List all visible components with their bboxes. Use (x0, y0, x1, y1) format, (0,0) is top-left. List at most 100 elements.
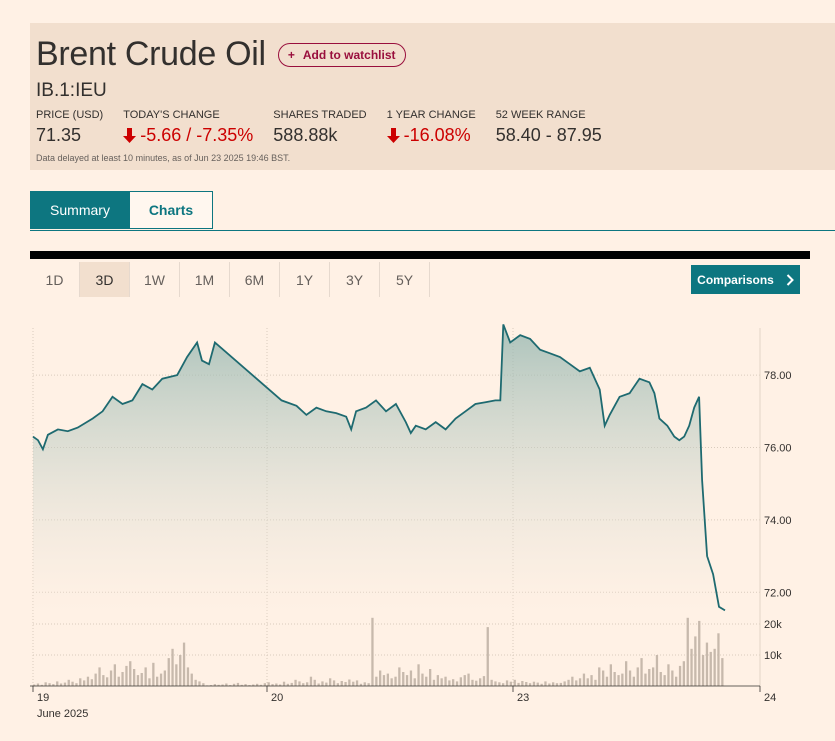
volume-bar (467, 673, 470, 686)
volume-bar (528, 683, 532, 686)
volume-bar (567, 679, 570, 686)
volume-bar (513, 679, 516, 686)
price-tick-label: 74.00 (764, 515, 792, 527)
volume-bar (663, 675, 666, 686)
volume-bar (213, 684, 216, 686)
volume-bar (267, 682, 270, 686)
volume-bar (698, 620, 701, 686)
volume-bar (532, 681, 536, 686)
range-6m[interactable]: 6M (230, 262, 280, 297)
tab-bar: Summary Charts (30, 191, 213, 229)
comparisons-button[interactable]: Comparisons (691, 265, 800, 294)
range-selector: 1D 3D 1W 1M 6M 1Y 3Y 5Y (30, 262, 430, 297)
volume-bar (321, 681, 324, 686)
range-1m[interactable]: 1M (180, 262, 230, 297)
volume-bar (394, 676, 397, 686)
volume-bar (440, 678, 443, 687)
volume-bar (294, 679, 297, 686)
tab-summary[interactable]: Summary (30, 191, 130, 229)
volume-bar (621, 673, 624, 686)
range-5y[interactable]: 5Y (380, 262, 430, 297)
stat-change-label: TODAY'S CHANGE (123, 109, 220, 121)
stat-52-week-range-label: 52 WEEK RANGE (495, 109, 586, 121)
volume-bar (109, 670, 113, 686)
volume-bar (44, 682, 47, 686)
volume-bar (152, 662, 155, 687)
volume-bar (240, 684, 243, 686)
volume-bar (348, 679, 351, 686)
volume-bar (182, 642, 186, 686)
delay-note: Data delayed at least 10 minutes, as of … (36, 153, 291, 163)
volume-bar (644, 673, 647, 686)
volume-bar (63, 682, 67, 686)
range-3d[interactable]: 3D (80, 262, 130, 297)
volume-bar (83, 680, 86, 686)
range-1w[interactable]: 1W (130, 262, 180, 297)
range-1d[interactable]: 1D (30, 262, 80, 297)
volume-bar (594, 679, 597, 686)
volume-bar (221, 684, 224, 687)
volume-bar (548, 683, 551, 686)
volume-bar (628, 670, 632, 686)
price-axis: 78.00 76.00 74.00 72.00 (764, 370, 792, 599)
volume-bar (659, 672, 662, 686)
volume-bar (575, 680, 578, 686)
chart-top-rule (30, 251, 810, 259)
volume-bar (86, 676, 90, 686)
volume-bar (482, 676, 486, 686)
volume-bar (471, 679, 474, 686)
tab-charts[interactable]: Charts (130, 191, 213, 229)
volume-bar (71, 681, 74, 686)
volume-bar (652, 667, 655, 686)
volume-bar (332, 680, 336, 686)
volume-bar (648, 669, 651, 687)
volume-bar (625, 661, 628, 686)
volume-bar (444, 676, 447, 686)
volume-bar (571, 676, 574, 686)
volume-bar (375, 676, 378, 686)
volume-bar (67, 679, 70, 686)
volume-bar (425, 676, 428, 686)
volume-bar (329, 678, 332, 687)
arrow-down-icon (123, 128, 137, 143)
volume-bar (48, 683, 51, 686)
volume-bar (271, 684, 274, 686)
volume-bar (563, 681, 566, 686)
volume-bar (490, 679, 493, 686)
range-1y[interactable]: 1Y (280, 262, 330, 297)
stat-year-change-label: 1 YEAR CHANGE (386, 109, 476, 121)
volume-bar (286, 683, 289, 686)
volume-bar (544, 681, 547, 686)
comparisons-label: Comparisons (697, 272, 774, 287)
volume-bar (340, 681, 343, 686)
volume-bar (90, 679, 93, 686)
volume-bar (463, 675, 466, 686)
volume-bar (290, 682, 293, 686)
volume-bar (367, 683, 370, 686)
volume-bar (52, 684, 55, 686)
stat-shares-label: SHARES TRADED (273, 109, 367, 121)
volume-bar (106, 677, 109, 686)
volume-bar (605, 676, 609, 686)
volume-bar (517, 682, 520, 686)
volume-bar (586, 678, 589, 687)
volume-bar (540, 683, 543, 686)
volume-bar (125, 665, 128, 687)
range-3y[interactable]: 3Y (330, 262, 380, 297)
chevron-right-icon (786, 273, 794, 286)
stat-52-week-range-value: 58.40 - 87.95 (495, 125, 602, 145)
volume-bar (256, 683, 259, 686)
volume-bar (75, 683, 78, 686)
volume-bar (248, 685, 251, 686)
volume-bar (129, 661, 132, 686)
volume-bar (701, 655, 705, 686)
volume-bar (405, 675, 409, 686)
volume-bar (632, 676, 635, 686)
price-chart[interactable]: 78.00 76.00 74.00 72.00 20k 10k 19 20 23 24 June… (0, 320, 835, 741)
time-tick-label: 20 (271, 692, 283, 704)
add-to-watchlist-button[interactable]: + Add to watchlist (277, 42, 406, 67)
volume-bar (121, 672, 124, 686)
volume-bar (236, 682, 240, 686)
volume-bar (409, 670, 413, 686)
volume-bar (79, 678, 82, 687)
